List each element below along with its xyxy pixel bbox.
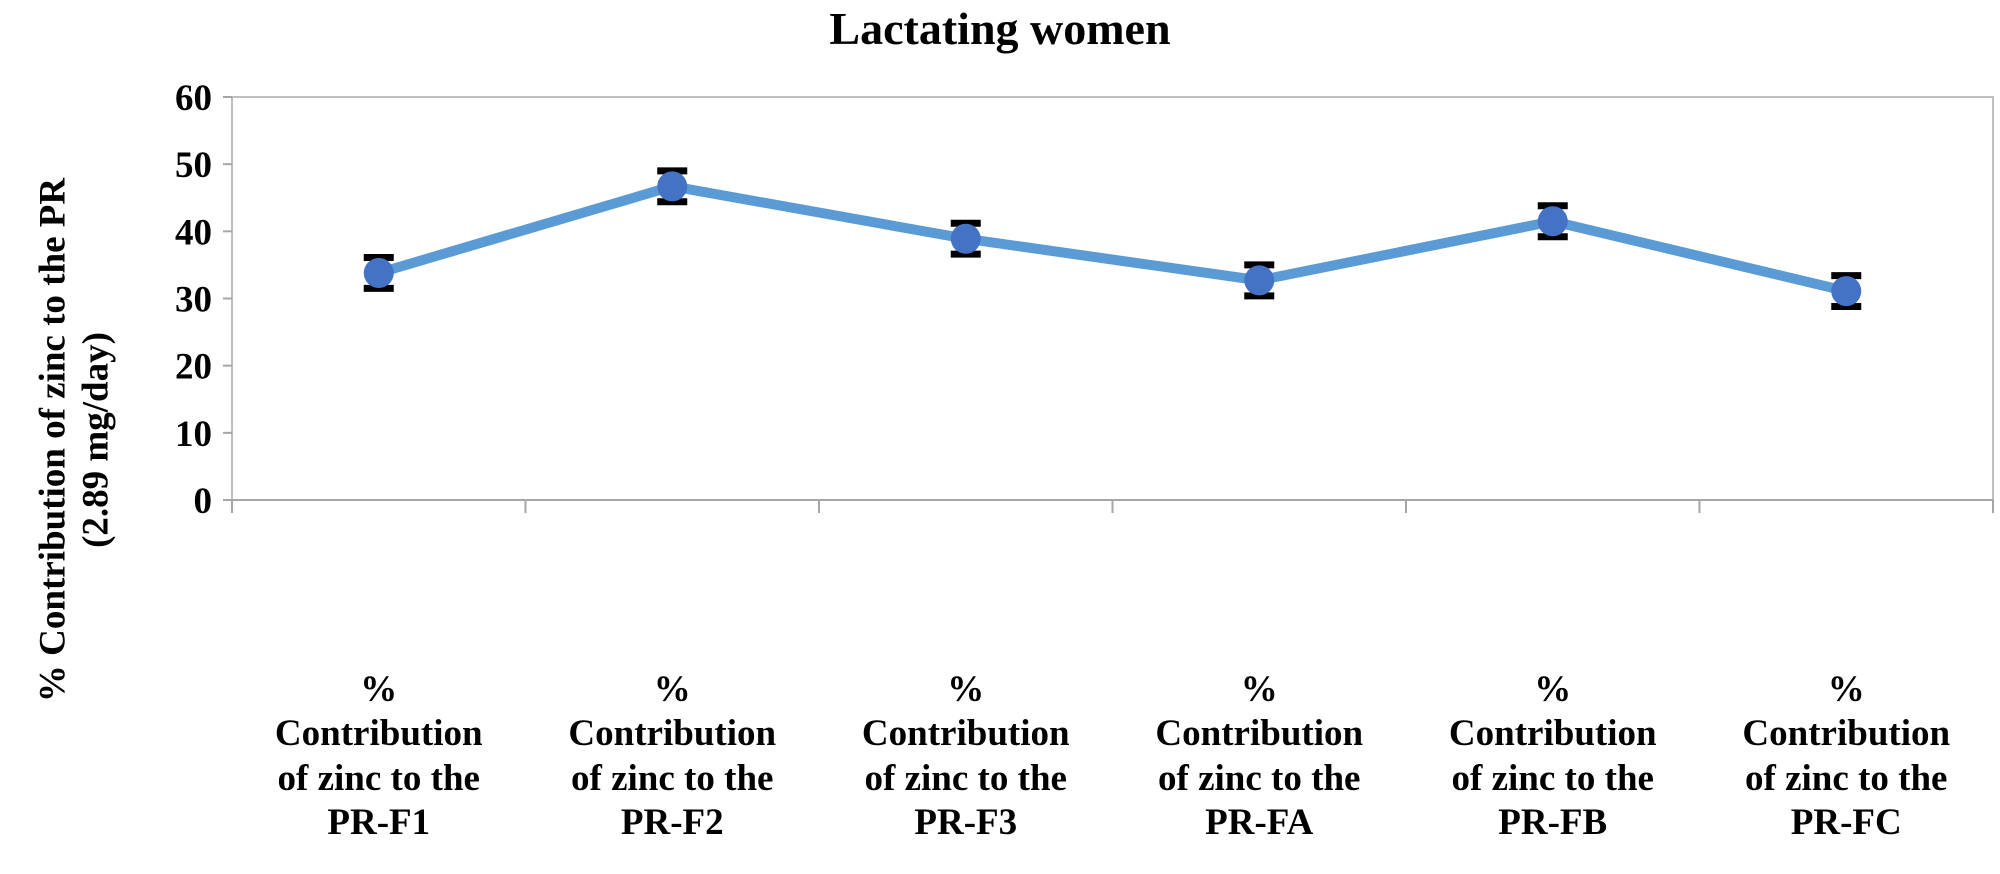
data-point [950, 223, 981, 254]
data-point [657, 171, 688, 202]
chart-title: Lactating women [829, 3, 1171, 54]
x-category-label-line: % [1534, 669, 1572, 710]
data-point [1831, 276, 1862, 307]
x-category-label-line: % [360, 669, 398, 710]
x-category-label-line: % [653, 669, 691, 710]
x-category-label-line: PR-FC [1790, 802, 1902, 844]
x-category-label-line: PR-F2 [620, 802, 724, 844]
x-category-label: % Contribution of zinc to the PR-F3 [826, 668, 1106, 846]
y-tick-label: 60 [175, 78, 212, 119]
x-category-label-line: Contribution [861, 713, 1070, 755]
x-category-label-line: Contribution [568, 713, 777, 755]
y-tick-label: 30 [175, 280, 212, 321]
x-category-label-line: % [1240, 669, 1278, 710]
data-point [363, 257, 394, 288]
x-category-label-line: Contribution [274, 713, 483, 755]
plot-border [231, 96, 1994, 501]
y-tick-label: 10 [175, 414, 212, 455]
x-category-label-line: of zinc to the [864, 757, 1067, 799]
x-category-label-line: PR-FB [1498, 802, 1608, 844]
x-category-label-line: % [947, 669, 985, 710]
y-tick-label: 0 [194, 481, 213, 522]
x-category-label: % Contribution of zinc to the PR-F2 [532, 668, 812, 846]
y-tick-label: 50 [175, 145, 212, 186]
x-category-label-line: % [1827, 669, 1865, 710]
y-tick-label: 20 [175, 347, 212, 388]
x-category-label: % Contribution of zinc to the PR-F1 [239, 668, 519, 846]
x-category-label-line: of zinc to the [1158, 757, 1361, 799]
data-point [1244, 265, 1275, 296]
x-category-label-line: of zinc to the [571, 757, 774, 799]
x-category-label-line: of zinc to the [277, 757, 480, 799]
x-category-label-line: PR-F3 [914, 802, 1018, 844]
x-category-label: % Contribution of zinc to the PR-FC [1706, 668, 1986, 846]
x-category-label-line: of zinc to the [1745, 757, 1948, 799]
x-category-label: % Contribution of zinc to the PR-FB [1413, 668, 1693, 846]
y-tick-label: 40 [175, 212, 212, 253]
data-point [1537, 206, 1568, 237]
x-category-label-line: Contribution [1448, 713, 1657, 755]
x-category-label-line: of zinc to the [1451, 757, 1654, 799]
x-category-label-line: PR-F1 [327, 802, 431, 844]
x-category-label: % Contribution of zinc to the PR-FA [1119, 668, 1399, 846]
x-category-label-line: Contribution [1742, 713, 1951, 755]
x-category-label-line: Contribution [1155, 713, 1364, 755]
x-category-label-line: PR-FA [1205, 802, 1314, 844]
series-line [373, 181, 1852, 297]
